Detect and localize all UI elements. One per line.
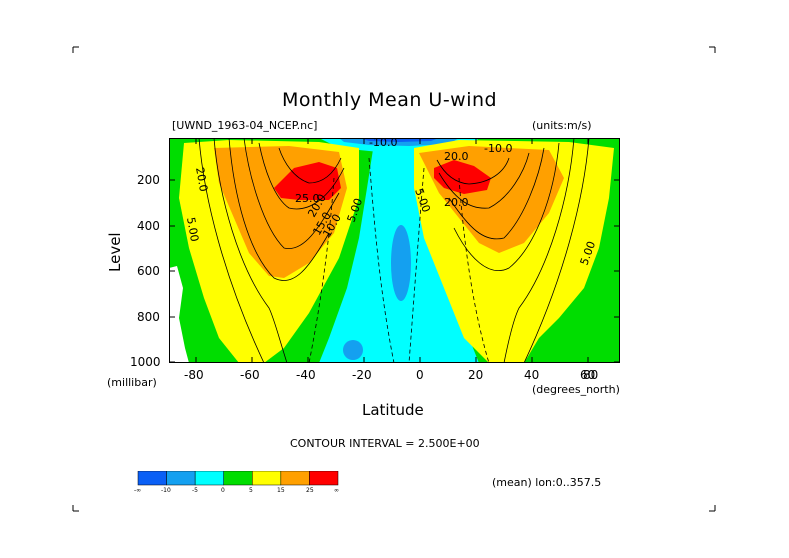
mean-label: (mean) lon:0..357.5 xyxy=(492,476,602,489)
x-tick-label: 0 xyxy=(416,368,424,382)
x-axis-label: Latitude xyxy=(362,401,424,419)
colorbar-label: -10 xyxy=(161,487,171,494)
colorbar-label: 25 xyxy=(306,487,314,494)
contour-label: 25.0 xyxy=(295,192,320,205)
x-tick-label: -20 xyxy=(352,368,372,382)
x-tick-label: 40 xyxy=(524,368,540,382)
contour-label: 5.00 xyxy=(184,216,201,242)
contour-label: 20.0 xyxy=(193,166,210,192)
colorbar-swatch xyxy=(280,471,310,486)
colorbar-swatch xyxy=(309,471,339,486)
y-units-label: (millibar) xyxy=(107,376,157,389)
x-tick-label: 60 xyxy=(580,368,596,382)
contour-label: -10.0 xyxy=(369,138,397,149)
band-south-red xyxy=(274,162,341,200)
units-label: (units:m/s) xyxy=(532,119,592,132)
y-tick-label: 200 xyxy=(137,173,160,187)
colorbar-labels: -∞ -10 -5 0 5 15 25 ∞ xyxy=(131,487,347,497)
contour-plot: -10.0 -10.0 20.0 5.00 25.0 20.0 15.0 10.… xyxy=(169,138,620,363)
x-tick-label: -80 xyxy=(184,368,204,382)
contour-label: 20.0 xyxy=(444,150,469,163)
contour-label: 20.0 xyxy=(444,196,469,209)
x-tick-label: -60 xyxy=(240,368,260,382)
band-missing xyxy=(169,266,189,363)
x-tick-label: 20 xyxy=(468,368,484,382)
chart-title: Monthly Mean U-wind xyxy=(282,89,498,111)
x-tick-label: -40 xyxy=(296,368,316,382)
y-axis-label: Level xyxy=(106,232,124,272)
x-units-label: (degrees_north) xyxy=(532,383,620,396)
dataset-label: [UWND_1963-04_NCEP.nc] xyxy=(172,119,318,132)
contour-lines xyxy=(198,138,590,363)
colorbar-label: ∞ xyxy=(334,487,339,494)
y-tick-label: 600 xyxy=(137,264,160,278)
colorbar xyxy=(137,471,339,486)
colorbar-swatch xyxy=(166,471,196,486)
colorbar-label: -∞ xyxy=(134,487,142,494)
contour-label: -10.0 xyxy=(484,142,512,155)
band-blue-pool-1 xyxy=(391,225,411,301)
colorbar-label: -5 xyxy=(192,487,198,494)
colorbar-swatch xyxy=(252,471,282,486)
colorbar-label: 0 xyxy=(221,487,225,494)
colorbar-swatch xyxy=(137,471,167,486)
colorbar-swatch xyxy=(223,471,253,486)
plot-frame xyxy=(169,138,620,363)
band-blue-pool-2 xyxy=(343,340,363,360)
colorbar-swatch xyxy=(194,471,224,486)
band-north-red xyxy=(434,160,491,194)
y-tick-label: 800 xyxy=(137,310,160,324)
colorbar-label: 15 xyxy=(277,487,285,494)
colorbar-label: 5 xyxy=(249,487,253,494)
contour-interval-label: CONTOUR INTERVAL = 2.500E+00 xyxy=(290,437,480,450)
x-tick-label: 80 xyxy=(583,368,599,382)
y-tick-label: 400 xyxy=(137,219,160,233)
y-tick-label: 1000 xyxy=(130,355,161,369)
